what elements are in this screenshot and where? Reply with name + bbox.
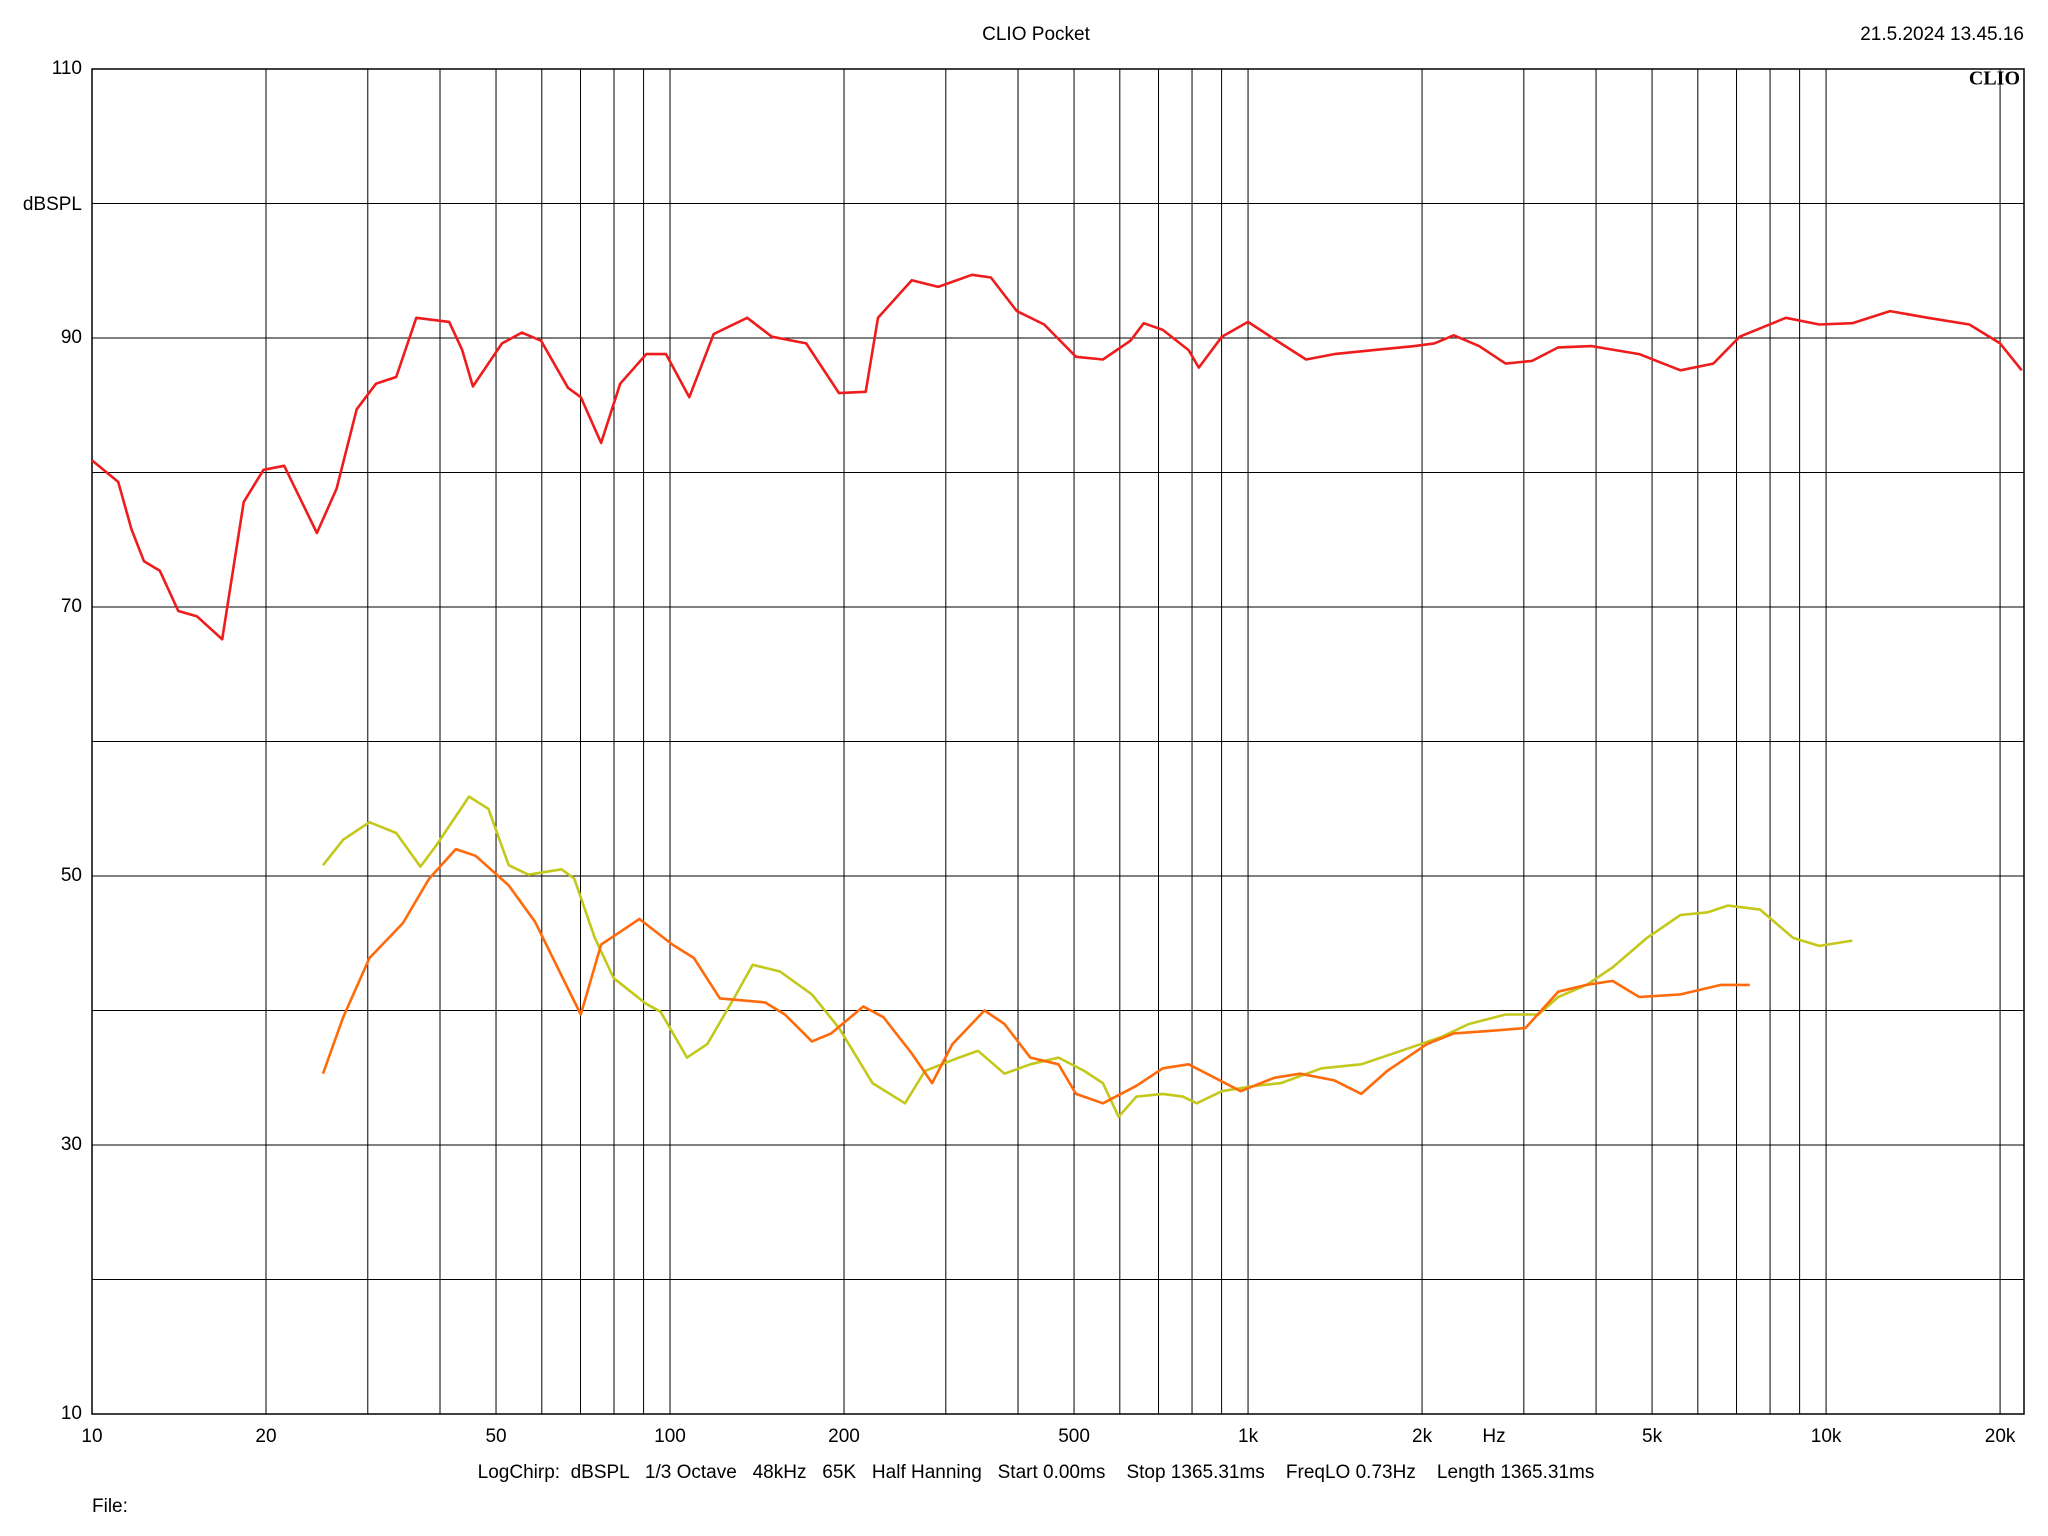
y-axis-label: dBSPL — [23, 194, 82, 215]
footer: LogChirp: dBSPL 1/3 Octave 48kHz 65K Hal… — [478, 1462, 1595, 1483]
x-tick-label: 20k — [1985, 1426, 2016, 1447]
logo: CLIO — [1969, 68, 2020, 90]
y-tick-label: 70 — [61, 596, 82, 617]
x-tick-label: 50 — [485, 1426, 506, 1447]
x-tick-label: 100 — [654, 1426, 686, 1447]
x-axis-label: Hz — [1482, 1426, 1505, 1447]
y-tick-label: 10 — [61, 1403, 82, 1424]
y-tick-label: 30 — [61, 1134, 82, 1155]
plot-border — [91, 68, 2025, 1415]
y-tick-label: 50 — [61, 865, 82, 886]
y-tick-label: 110 — [52, 58, 82, 79]
series-line — [321, 795, 1853, 1119]
series-line — [91, 273, 2023, 641]
chart-title: CLIO Pocket — [982, 24, 1090, 45]
x-tick-label: 5k — [1642, 1426, 1663, 1447]
timestamp: 21.5.2024 13.45.16 — [1860, 24, 2024, 45]
x-tick-label: 20 — [255, 1426, 276, 1447]
x-tick-label: 2k — [1412, 1426, 1433, 1447]
x-tick-label: 1k — [1238, 1426, 1259, 1447]
x-tick-label: 500 — [1058, 1426, 1090, 1447]
x-tick-label: 10k — [1811, 1426, 1842, 1447]
x-tick-label: 200 — [828, 1426, 860, 1447]
series-line — [321, 847, 1750, 1105]
file-label: File: — [92, 1496, 128, 1517]
x-tick-label: 10 — [81, 1426, 102, 1447]
y-tick-label: 90 — [61, 327, 82, 348]
